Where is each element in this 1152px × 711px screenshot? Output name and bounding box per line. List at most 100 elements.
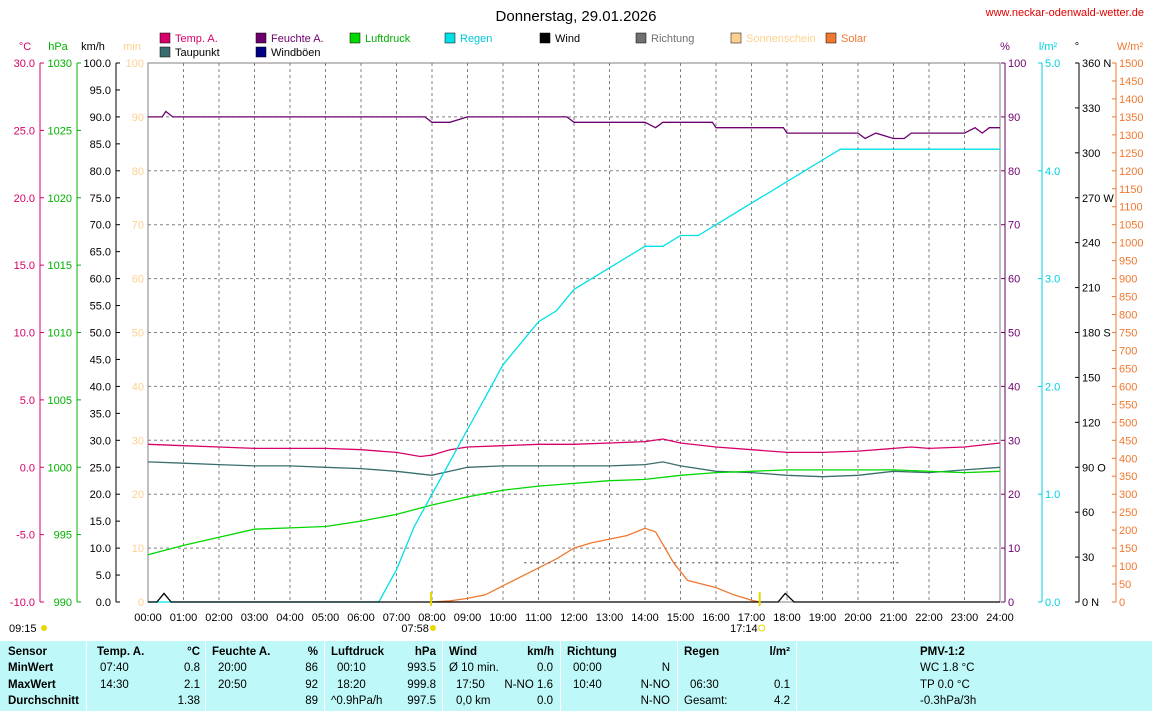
- humidity-axis-tick-label: 0: [1008, 597, 1014, 609]
- direction-axis-tick-label: 270 W: [1082, 193, 1114, 205]
- solar-axis-tick-label: 550: [1119, 399, 1137, 411]
- wind-axis-tick-label: 15.0: [90, 516, 111, 528]
- rain-total-label: Gesamt:: [684, 695, 728, 707]
- wind-unit-label: km/h: [81, 41, 105, 53]
- legend-label: Feuchte A.: [271, 33, 324, 45]
- wind-axis-tick-label: 30.0: [90, 435, 111, 447]
- solar-axis-tick-label: 400: [1119, 453, 1137, 465]
- solar-axis-tick-label: 1200: [1119, 166, 1143, 178]
- solar-axis-tick-label: 850: [1119, 292, 1137, 304]
- wind-axis-tick-label: 70.0: [90, 220, 111, 232]
- sunshine-axis-tick-label: 70: [132, 220, 144, 232]
- pressure-axis-tick-label: 1015: [48, 260, 72, 272]
- wind-max-time: 17:50: [456, 679, 485, 691]
- direction-axis-tick-label: 120: [1082, 417, 1100, 429]
- sunset-label: 17:14: [730, 623, 758, 635]
- sunshine-axis-tick-label: 0: [138, 597, 144, 609]
- legend-label: Richtung: [651, 33, 694, 45]
- wind-avg-label: Ø 10 min.: [449, 662, 499, 674]
- wind-axis-tick-label: 55.0: [90, 301, 111, 313]
- wind-max-value: N-NO 1.6: [504, 679, 553, 691]
- legend-label: Taupunkt: [175, 47, 220, 59]
- series-luftdruck: [147, 469, 1001, 556]
- series-wind: [148, 592, 1000, 603]
- hdr-temp-unit: °C: [187, 646, 200, 658]
- x-tick-label: 01:00: [170, 612, 198, 624]
- legend-swatch: [255, 32, 267, 44]
- x-tick-label: 05:00: [312, 612, 340, 624]
- humidity-min-time: 20:00: [218, 662, 247, 674]
- humidity-axis-tick-label: 20: [1008, 489, 1020, 501]
- temp-axis-tick-label: 30.0: [14, 58, 35, 70]
- rain-unit-label: l/m²: [1039, 41, 1058, 53]
- hdr-humidity-unit: %: [307, 646, 318, 658]
- solar-axis-tick-label: 900: [1119, 274, 1137, 286]
- hdr-rain-unit: l/m²: [769, 646, 790, 658]
- wind-distance: 0,0 km: [456, 695, 491, 707]
- rain-total-value: 4.2: [774, 695, 790, 707]
- series-feuchte-a-: [148, 110, 1000, 140]
- table-sep: [86, 641, 87, 711]
- humidity-axis-tick-label: 80: [1008, 166, 1020, 178]
- direction-unit-label: °: [1075, 41, 1079, 53]
- legend-swatch: [159, 46, 171, 58]
- x-tick-label: 11:00: [525, 612, 552, 624]
- temp-unit-label: °C: [19, 41, 31, 53]
- direction-axis-tick-label: 300: [1082, 148, 1100, 160]
- direction-axis-tick-label: 90 O: [1082, 462, 1106, 474]
- x-tick-label: 20:00: [844, 612, 872, 624]
- temp-min-time: 07:40: [100, 662, 129, 674]
- pressure-axis-tick-label: 1020: [48, 193, 72, 205]
- solar-axis-tick-label: 1150: [1119, 184, 1143, 196]
- solar-axis-tick-label: 800: [1119, 310, 1137, 322]
- temp-axis-tick-label: 10.0: [14, 328, 35, 340]
- hdr-wind-unit: km/h: [527, 646, 554, 658]
- solar-axis-tick-label: 1450: [1119, 76, 1143, 88]
- x-tick-label: 17:00: [738, 612, 766, 624]
- humidity-max-value: 92: [305, 679, 318, 691]
- pressure-axis-tick-label: 1005: [48, 395, 72, 407]
- wind-axis-tick-label: 100.0: [83, 58, 111, 70]
- legend-label: Windböen: [271, 47, 321, 59]
- legend: Temp. A. Taupunkt Feuchte A. Windböen Luftdr…: [159, 32, 867, 59]
- solar-axis-tick-label: 300: [1119, 489, 1137, 501]
- humidity-unit-label: %: [1000, 41, 1010, 53]
- sunshine-axis-tick-label: 20: [132, 489, 144, 501]
- rain-axis-tick-label: 3.0: [1045, 274, 1060, 286]
- solar-axis-tick-label: 1050: [1119, 220, 1143, 232]
- wind-axis-tick-label: 20.0: [90, 489, 111, 501]
- legend-swatch: [539, 32, 551, 44]
- pressure-unit-label: hPa: [48, 41, 68, 53]
- solar-axis-tick-label: 500: [1119, 417, 1137, 429]
- wind-axis-tick-label: 45.0: [90, 354, 111, 366]
- pmv-windchill: WC 1.8 °C: [920, 662, 975, 674]
- wind-avg-value: 0.0: [537, 662, 553, 674]
- wind-axis-tick-label: 35.0: [90, 408, 111, 420]
- temp-min-value: 0.8: [184, 662, 200, 674]
- legend-swatch: [159, 32, 171, 44]
- humidity-axis-tick-label: 90: [1008, 112, 1020, 124]
- solar-axis-tick-label: 250: [1119, 507, 1137, 519]
- wind-axis-tick-label: 75.0: [90, 193, 111, 205]
- hdr-humidity: Feuchte A.: [212, 646, 271, 658]
- x-tick-label: 07:00: [383, 612, 411, 624]
- table-sep: [324, 641, 325, 711]
- direction-min-value: N: [661, 662, 670, 674]
- row-label-max: MaxWert: [8, 679, 56, 691]
- wind-axis-tick-label: 10.0: [90, 543, 111, 555]
- sunshine-axis-tick-label: 100: [126, 58, 144, 70]
- x-tick-label: 09:00: [454, 612, 482, 624]
- solar-axis-tick-label: 1350: [1119, 112, 1143, 124]
- summary-table: [0, 641, 1152, 711]
- axes: 00:00 01:00 02:00 03:00 04:00 05:00 06:00 07:00…: [10, 41, 1144, 624]
- pressure-max-time: 18:20: [337, 679, 366, 691]
- wind-axis-tick-label: 0.0: [96, 597, 111, 609]
- wind-axis-tick-label: 80.0: [90, 166, 111, 178]
- wind-axis-tick-label: 60.0: [90, 274, 111, 286]
- pressure-axis-tick-label: 1000: [48, 462, 72, 474]
- humidity-axis-tick-label: 100: [1008, 58, 1026, 70]
- humidity-axis-tick-label: 10: [1008, 543, 1020, 555]
- solar-axis-tick-label: 1100: [1119, 202, 1143, 214]
- x-tick-label: 12:00: [560, 612, 588, 624]
- series: [147, 110, 1001, 603]
